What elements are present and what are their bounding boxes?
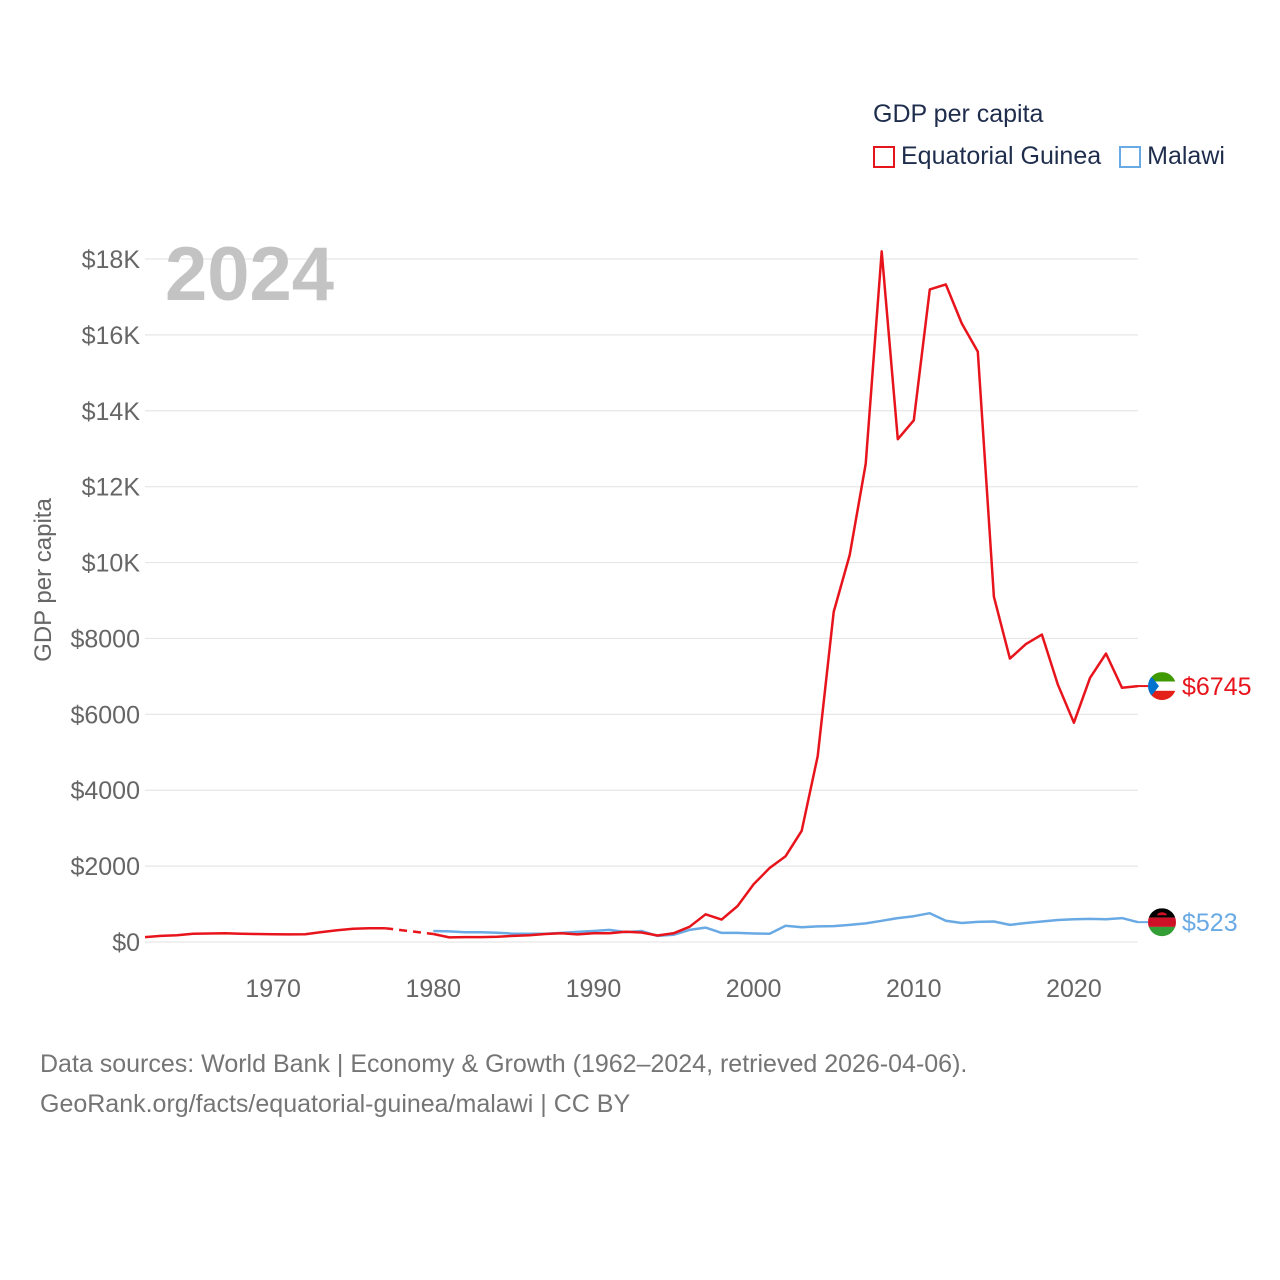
y-axis-ticks: $0 $2000 $4000 $6000 $8000 $10K $12K $14K $16K $1… bbox=[70, 246, 140, 957]
equatorial-guinea-flag-icon bbox=[1148, 672, 1176, 701]
x-tick-label: 1970 bbox=[245, 975, 301, 1003]
y-tick-label: $14K bbox=[82, 398, 141, 426]
x-tick-label: 2020 bbox=[1046, 975, 1102, 1003]
year-label: 2024 bbox=[165, 232, 334, 317]
legend-label-malawi: Malawi bbox=[1147, 142, 1225, 170]
series-line-equatorial-guinea bbox=[433, 250, 1139, 939]
x-tick-label: 2000 bbox=[726, 975, 782, 1003]
y-tick-label: $4000 bbox=[70, 777, 140, 805]
y-tick-label: $2000 bbox=[70, 853, 140, 881]
series-gap-equatorial-guinea bbox=[385, 926, 434, 936]
x-tick-label: 2010 bbox=[886, 975, 942, 1003]
series-line-equatorial-guinea bbox=[144, 926, 386, 939]
y-tick-label: $0 bbox=[112, 929, 140, 957]
series-lines bbox=[144, 250, 1148, 939]
gridlines bbox=[145, 258, 1138, 943]
footer-sources: Data sources: World Bank | Economy & Gro… bbox=[40, 1050, 968, 1078]
y-tick-label: $8000 bbox=[70, 625, 140, 653]
equatorial-guinea-end-value: $6745 bbox=[1182, 673, 1252, 701]
series-line-malawi bbox=[433, 911, 1139, 938]
y-tick-label: $10K bbox=[82, 550, 141, 578]
legend-item-equatorial-guinea[interactable]: Equatorial Guinea bbox=[873, 142, 1101, 171]
legend: Equatorial Guinea Malawi bbox=[873, 142, 1243, 171]
y-axis-label: GDP per capita bbox=[30, 498, 57, 662]
legend-label-equatorial-guinea: Equatorial Guinea bbox=[901, 142, 1102, 170]
malawi-flag-icon bbox=[1148, 908, 1176, 937]
legend-swatch-equatorial-guinea bbox=[873, 145, 895, 168]
y-tick-label: $6000 bbox=[70, 701, 140, 729]
legend-title: GDP per capita bbox=[873, 100, 1044, 128]
y-tick-label: $16K bbox=[82, 322, 141, 350]
y-tick-label: $18K bbox=[82, 246, 141, 274]
x-axis-ticks: 1970 1980 1990 2000 2010 2020 bbox=[245, 975, 1101, 1003]
legend-item-malawi[interactable]: Malawi bbox=[1119, 142, 1225, 171]
footer: Data sources: World Bank | Economy & Gro… bbox=[40, 1044, 967, 1124]
malawi-end-value: $523 bbox=[1182, 909, 1238, 937]
footer-link[interactable]: GeoRank.org/facts/equatorial-guinea/mala… bbox=[40, 1090, 631, 1118]
y-tick-label: $12K bbox=[82, 474, 141, 502]
legend-swatch-malawi bbox=[1119, 145, 1142, 168]
x-tick-label: 1980 bbox=[405, 975, 461, 1003]
x-tick-label: 1990 bbox=[566, 975, 622, 1003]
